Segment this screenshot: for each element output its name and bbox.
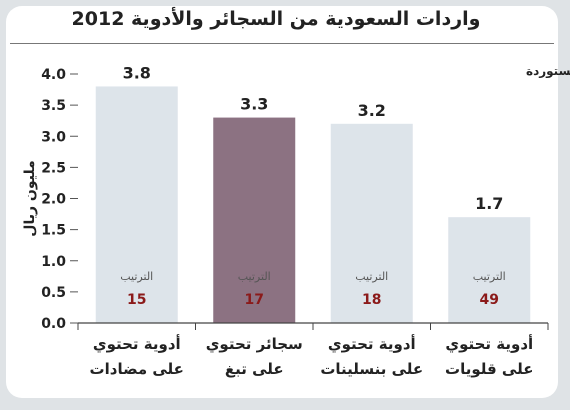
rank-value: 18: [362, 292, 381, 308]
y-tick-label: 2.0: [41, 192, 66, 208]
rank-label: الترتيب: [355, 270, 388, 283]
bar-value-label: 3.8: [123, 63, 151, 82]
bar: [448, 217, 531, 323]
y-tick-label: 2.5: [41, 160, 66, 176]
x-category-label: على قلويات: [445, 360, 533, 378]
x-category-label: أدوية تحتوي: [445, 334, 533, 354]
rank-value: 49: [480, 292, 499, 308]
x-category-label: على بنسلينات: [320, 360, 423, 378]
y-tick-label: 4.0: [41, 67, 66, 83]
bar: [213, 117, 296, 323]
x-category-label: أدوية تحتوي: [93, 334, 181, 354]
bar-value-label: 1.7: [475, 194, 503, 213]
y-tick-label: 1.5: [41, 223, 66, 239]
x-category-label: على تبغ: [225, 360, 284, 378]
x-category-label: على مضادات: [90, 360, 184, 378]
y-tick-label: 3.0: [41, 129, 66, 145]
rank-label: الترتيب: [473, 270, 506, 283]
bar-value-label: 3.2: [358, 101, 386, 120]
chart-title: واردات السعودية من السجائر والأدوية 2012: [71, 8, 481, 30]
bar-value-label: 3.3: [240, 95, 268, 114]
rank-label: الترتيب: [120, 270, 153, 283]
y-tick-label: 1.0: [41, 254, 66, 270]
y-tick-label: 3.5: [41, 98, 66, 114]
rank-label: الترتيب: [238, 270, 271, 283]
bar: [95, 86, 178, 323]
x-category-label: أدوية تحتوي: [328, 334, 416, 354]
rank-value: 15: [127, 292, 146, 308]
bar: [330, 123, 413, 323]
x-category-label: سجائر تحتوي: [206, 335, 303, 354]
y-axis-label: مليون ريال: [22, 160, 38, 236]
y-tick-label: 0.0: [41, 316, 66, 332]
title-divider: [10, 43, 554, 44]
y-tick-label: 0.5: [41, 285, 66, 301]
rank-value: 17: [245, 292, 264, 308]
chart-annotation: الترتيب بين أهم 50 سلعة مستوردة: [526, 63, 570, 79]
